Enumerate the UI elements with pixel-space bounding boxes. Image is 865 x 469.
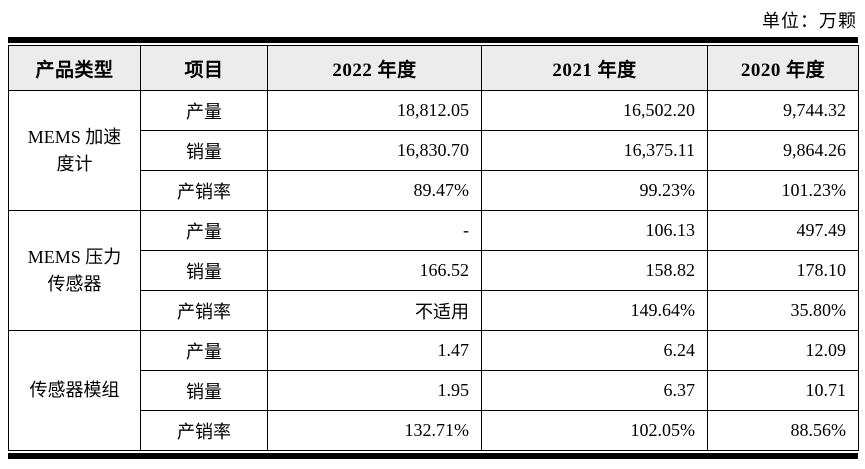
value-cell-2022: - [267,210,482,251]
unit-label: 单位：万颗 [762,11,857,31]
value-cell-2022: 16,830.70 [267,130,482,171]
item-cell: 销量 [140,130,268,171]
value-cell-2022: 18,812.05 [267,90,482,131]
value-cell-2020: 9,864.26 [707,130,859,171]
product-cell-sensor-module: 传感器模组 [8,330,141,451]
table-frame: 产品类型 项目 2022 年度 2021 年度 2020 年度 MEMS 加速度… [8,37,859,459]
value-cell-2021: 99.23% [481,170,708,211]
table-row: 传感器模组 产量 1.47 6.24 12.09 [8,330,859,451]
table-row: 产销率 132.71% 102.05% 88.56% [9,410,859,451]
col-header-2021: 2021 年度 [481,45,708,91]
item-cell: 产量 [140,210,268,251]
value-cell-2021: 102.05% [481,410,708,451]
item-cell: 销量 [140,370,268,411]
table-row: 产销率 不适用 149.64% 35.80% [9,290,859,331]
col-header-2020: 2020 年度 [707,45,859,91]
value-cell-2020: 10.71 [707,370,859,411]
value-cell-2020: 88.56% [707,410,859,451]
value-cell-2021: 158.82 [481,250,708,291]
value-cell-2021: 16,375.11 [481,130,708,171]
item-cell: 销量 [140,250,268,291]
col-header-2022: 2022 年度 [267,45,482,91]
product-cell-mems-pressure-sensor: MEMS 压力传感器 [8,210,141,331]
table-row: 销量 16,830.70 16,375.11 9,864.26 [9,130,859,171]
value-cell-2022: 89.47% [267,170,482,211]
value-cell-2021: 106.13 [481,210,708,251]
item-cell: 产量 [140,90,268,131]
value-cell-2022: 1.47 [267,330,482,371]
value-cell-2021: 6.37 [481,370,708,411]
table-row: 销量 166.52 158.82 178.10 [9,250,859,291]
value-cell-2020: 497.49 [707,210,859,251]
value-cell-2021: 6.24 [481,330,708,371]
value-cell-2022: 166.52 [267,250,482,291]
value-cell-2022: 不适用 [267,290,482,331]
value-cell-2020: 35.80% [707,290,859,331]
item-cell: 产量 [140,330,268,371]
value-cell-2021: 16,502.20 [481,90,708,131]
value-cell-2022: 1.95 [267,370,482,411]
value-cell-2020: 9,744.32 [707,90,859,131]
table-row: 产销率 89.47% 99.23% 101.23% [9,170,859,211]
item-cell: 产销率 [140,290,268,331]
value-cell-2020: 178.10 [707,250,859,291]
table-row: 销量 1.95 6.37 10.71 [9,370,859,411]
table-row: MEMS 加速度计 产量 18,812.05 16,502.20 9,744.3… [8,90,859,211]
col-header-item: 项目 [140,45,268,91]
product-cell-mems-accelerometer: MEMS 加速度计 [8,90,141,211]
production-sales-table: 产品类型 项目 2022 年度 2021 年度 2020 年度 MEMS 加速度… [8,45,859,451]
table-row: MEMS 压力传感器 产量 - 106.13 497.49 [8,210,859,331]
header-row: 产品类型 项目 2022 年度 2021 年度 2020 年度 [8,45,859,91]
col-header-product-type: 产品类型 [8,45,141,91]
value-cell-2020: 12.09 [707,330,859,371]
item-cell: 产销率 [140,170,268,211]
value-cell-2021: 149.64% [481,290,708,331]
item-cell: 产销率 [140,410,268,451]
value-cell-2020: 101.23% [707,170,859,211]
value-cell-2022: 132.71% [267,410,482,451]
